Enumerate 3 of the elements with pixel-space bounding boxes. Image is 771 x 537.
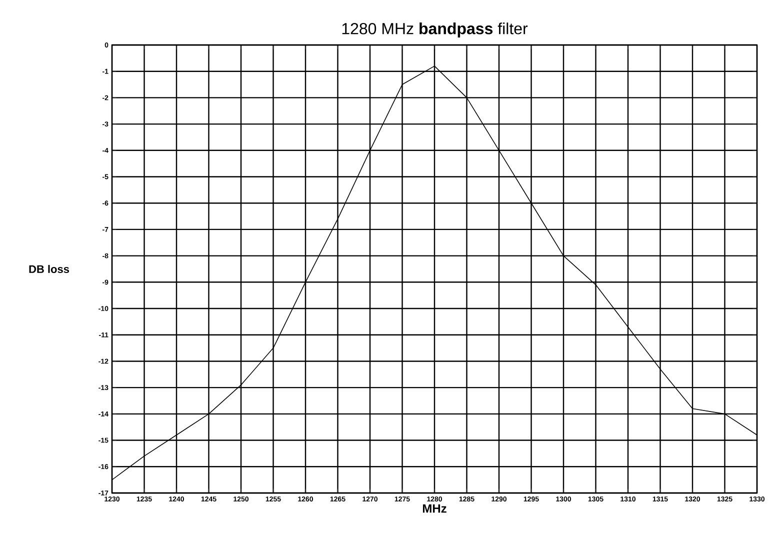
chart-title: 1280 MHz bandpass filter <box>342 22 528 38</box>
y-axis-title: DB loss <box>29 264 70 274</box>
x-axis-title: MHz <box>422 504 446 513</box>
